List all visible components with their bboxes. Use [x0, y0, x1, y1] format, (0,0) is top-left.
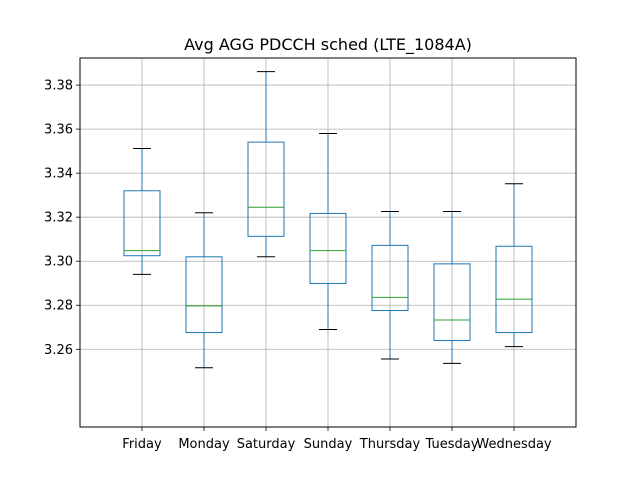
box-monday: [185, 212, 223, 369]
x-tick-label: Saturday: [237, 437, 296, 452]
box-tuesday: [433, 210, 471, 364]
chart-title: Avg AGG PDCCH sched (LTE_1084A): [184, 35, 472, 55]
box-sunday: [309, 133, 347, 330]
x-tick-label: Monday: [178, 437, 230, 452]
iqr-box: [371, 244, 409, 312]
iqr-box: [123, 190, 161, 257]
iqr-box: [185, 256, 223, 334]
box-saturday: [247, 71, 285, 258]
y-tick-label: 3.26: [44, 343, 73, 358]
x-tick-label: Thursday: [359, 437, 421, 452]
x-tick-label: Sunday: [304, 437, 353, 452]
x-tick-label: Friday: [122, 437, 162, 452]
iqr-box: [495, 245, 533, 334]
y-tick-label: 3.32: [44, 211, 73, 226]
box-wednesday: [495, 183, 533, 348]
x-tick-label: Wednesday: [476, 437, 552, 452]
y-tick-label: 3.34: [44, 167, 73, 182]
y-tick-label: 3.36: [44, 123, 73, 138]
box-thursday: [371, 210, 409, 360]
x-tick-label: Tuesday: [425, 437, 479, 452]
x-axis: Friday Monday Saturday Sunday Thursday Tuesda…: [122, 427, 552, 452]
box-friday: [123, 147, 161, 275]
y-tick-label: 3.28: [44, 299, 73, 314]
y-tick-label: 3.38: [44, 79, 73, 94]
y-axis: 3.26 3.28 3.30 3.32 3.34 3.36 3.38: [44, 79, 80, 358]
iqr-box: [309, 212, 347, 284]
iqr-box: [247, 141, 285, 237]
iqr-box: [433, 263, 471, 341]
boxes-group: [123, 71, 533, 369]
grid-lines: [80, 58, 576, 427]
y-tick-label: 3.30: [44, 255, 73, 270]
